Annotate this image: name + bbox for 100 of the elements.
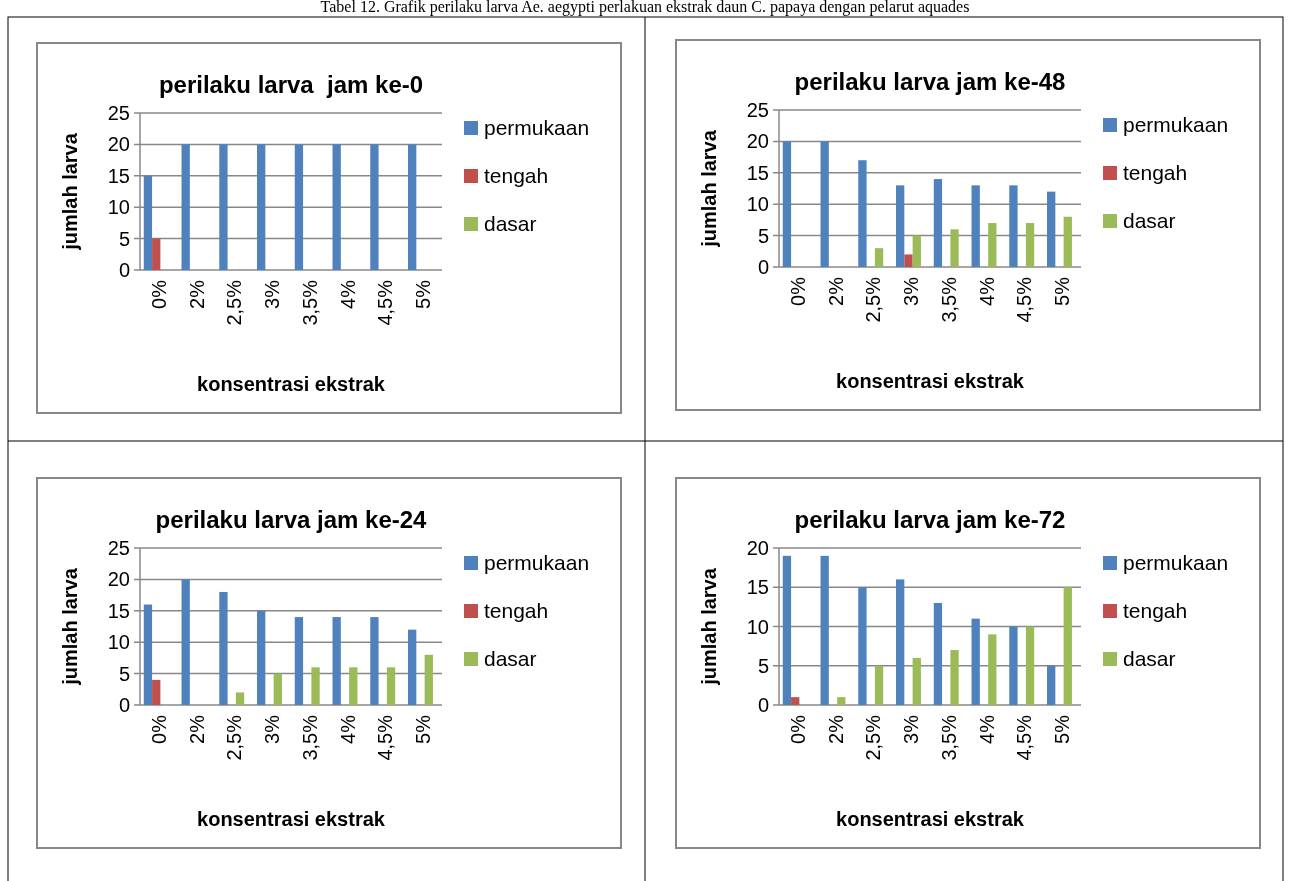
bar [912,235,921,267]
x-tick-label: 2% [824,714,847,744]
x-axis-title: konsentrasi ekstrak [836,370,1025,392]
x-tick-label: 3% [900,714,923,744]
x-tick-label: 2,5% [223,279,246,326]
legend-label: tengah [484,599,549,623]
y-tick-label: 15 [746,161,769,184]
y-tick-label: 0 [757,694,769,716]
chart-title: perilaku larva jam ke-72 [794,506,1066,533]
bar [874,248,884,267]
bar [971,185,980,267]
y-tick-label: 25 [107,537,130,559]
bar [332,617,341,705]
bar [791,697,800,705]
bar [896,579,905,705]
bar [257,610,266,705]
bar [219,591,228,705]
x-tick-label: 2,5% [223,714,246,761]
x-tick-label: 4% [975,714,998,744]
x-tick-label: 2,5% [862,276,885,323]
y-tick-label: 20 [107,133,130,156]
bar [782,141,792,267]
bar [988,223,997,267]
x-tick-label: 2% [185,279,208,309]
legend-label: dasar [1123,647,1176,671]
bar [408,144,417,270]
y-axis-title: jumlah larva [698,567,720,686]
x-tick-label: 3,5% [937,276,960,323]
chart-title: perilaku larva jam ke-48 [794,68,1066,95]
x-axis-title: konsentrasi ekstrak [197,808,386,830]
bar [820,555,829,705]
bar [820,141,829,267]
y-tick-label: 0 [118,694,130,716]
legend-label: tengah [1123,599,1188,623]
bar [1063,216,1072,267]
x-tick-label: 4% [336,714,359,744]
bar [988,634,997,705]
y-axis-title: jumlah larva [698,129,720,248]
chart-title: perilaku larva jam ke-0 [158,71,424,98]
y-tick-label: 15 [107,164,130,187]
y-axis-title: jumlah larva [59,567,81,686]
y-tick-label: 15 [746,576,769,599]
bar [294,617,304,705]
x-tick-label: 0% [786,714,809,744]
legend-label: permukaan [484,551,590,575]
x-tick-label: 5% [412,279,435,309]
legend-label: permukaan [1123,113,1229,137]
x-tick-label: 3,5% [937,714,960,761]
y-tick-label: 20 [107,568,130,591]
x-tick-label: 2% [185,714,208,744]
y-tick-label: 20 [746,130,769,153]
legend-label: dasar [484,647,537,671]
x-tick-label: 3,5% [298,279,321,326]
bar [273,673,282,705]
bar [1025,626,1035,705]
bar [904,254,913,267]
bar [143,175,153,270]
y-tick-label: 10 [107,631,130,654]
chart-title: perilaku larva jam ke-24 [155,506,428,533]
bar [424,654,433,705]
bar [971,618,980,705]
x-tick-label: 4,5% [1013,276,1036,323]
legend-label: permukaan [484,116,590,140]
x-tick-label: 3% [261,714,284,744]
bar [408,629,417,705]
y-tick-label: 5 [757,224,769,247]
y-tick-label: 25 [746,99,769,121]
x-tick-label: 4,5% [1013,714,1036,761]
bar [332,144,341,270]
x-axis-title: konsentrasi ekstrak [197,373,386,395]
text: Tabel 12. Grafik perilaku larva Ae. aegypti perlakuan ekstrak daun C. papaya dengan pelarut aquades [320,0,970,16]
bar [257,144,266,270]
y-tick-label: 10 [107,196,130,219]
x-tick-label: 3% [261,279,284,309]
bar [837,697,846,705]
x-tick-label: 0% [786,276,809,306]
x-tick-label: 0% [147,279,170,309]
x-axis-title: konsentrasi ekstrak [836,808,1025,830]
bar [349,667,358,705]
y-tick-label: 15 [107,599,130,622]
bar [858,160,867,267]
x-tick-label: 0% [147,714,170,744]
bar [181,144,190,270]
bar [294,144,304,270]
bar [950,650,959,705]
legend-label: dasar [484,212,537,236]
bar [896,185,905,267]
y-tick-label: 0 [118,259,130,281]
y-tick-label: 5 [757,654,769,677]
x-tick-label: 5% [1051,714,1074,744]
bar [181,579,190,705]
bar [1009,626,1018,705]
x-tick-label: 4% [336,279,359,309]
legend-label: tengah [1123,161,1188,185]
bar [782,555,792,705]
bar [219,144,228,270]
x-tick-label: 3,5% [298,714,321,761]
y-tick-label: 0 [757,256,769,278]
bar [152,238,161,270]
y-tick-label: 10 [746,615,769,638]
